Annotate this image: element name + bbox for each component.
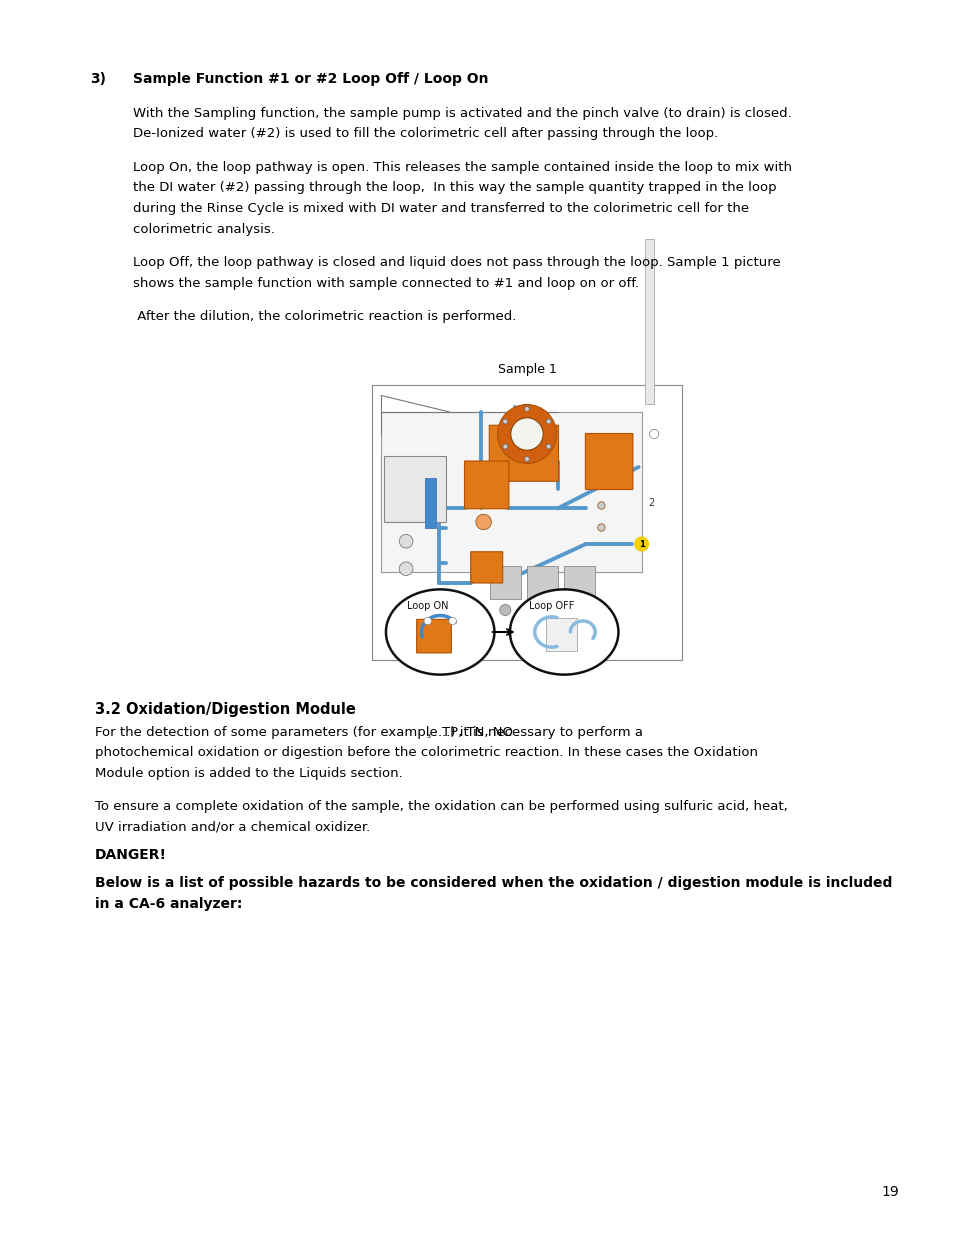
Text: ₃: ₃ <box>426 730 430 740</box>
Text: Sample Function #1 or #2 Loop Off / Loop On: Sample Function #1 or #2 Loop Off / Loop… <box>132 72 488 86</box>
Text: 19: 19 <box>881 1186 898 1199</box>
Text: De-Ionized water (#2) is used to fill the colorimetric cell after passing throug: De-Ionized water (#2) is used to fill th… <box>132 127 718 141</box>
Circle shape <box>574 604 585 615</box>
Circle shape <box>399 535 413 548</box>
Text: For the detection of some parameters (for example TP, TN, NO: For the detection of some parameters (fo… <box>95 725 513 739</box>
Circle shape <box>399 562 413 576</box>
FancyBboxPatch shape <box>563 566 595 599</box>
Text: With the Sampling function, the sample pump is activated and the pinch valve (to: With the Sampling function, the sample p… <box>132 107 791 120</box>
Text: 2: 2 <box>647 498 654 508</box>
Circle shape <box>634 537 648 551</box>
FancyBboxPatch shape <box>384 456 446 522</box>
Circle shape <box>649 430 659 438</box>
FancyBboxPatch shape <box>489 566 520 599</box>
Circle shape <box>546 445 551 450</box>
Circle shape <box>510 417 542 451</box>
Text: 3.2 Oxidation/Digestion Module: 3.2 Oxidation/Digestion Module <box>95 701 355 716</box>
Circle shape <box>524 406 529 411</box>
Text: Loop On, the loop pathway is open. This releases the sample contained inside the: Loop On, the loop pathway is open. This … <box>132 161 791 174</box>
Text: shows the sample function with sample connected to #1 and loop on or off.: shows the sample function with sample co… <box>132 277 639 289</box>
Text: Loop OFF: Loop OFF <box>529 601 574 611</box>
Circle shape <box>424 618 431 625</box>
FancyBboxPatch shape <box>464 461 508 509</box>
Text: After the dilution, the colorimetric reaction is performed.: After the dilution, the colorimetric rea… <box>132 310 516 324</box>
FancyBboxPatch shape <box>585 433 632 489</box>
FancyBboxPatch shape <box>489 425 558 482</box>
FancyBboxPatch shape <box>470 552 502 583</box>
Circle shape <box>497 405 556 463</box>
Text: ...) it is necessary to perform a: ...) it is necessary to perform a <box>437 725 642 739</box>
Text: 3): 3) <box>90 72 106 86</box>
Text: Sample 1: Sample 1 <box>497 363 556 375</box>
Text: colorimetric analysis.: colorimetric analysis. <box>132 222 274 236</box>
Circle shape <box>597 501 604 509</box>
Circle shape <box>449 618 456 625</box>
Ellipse shape <box>510 589 618 674</box>
Circle shape <box>537 604 548 615</box>
Text: Loop Off, the loop pathway is closed and liquid does not pass through the loop. : Loop Off, the loop pathway is closed and… <box>132 256 780 269</box>
Circle shape <box>546 419 551 424</box>
Circle shape <box>476 514 491 530</box>
Bar <box>372 384 681 659</box>
Circle shape <box>502 419 507 424</box>
Circle shape <box>499 604 511 615</box>
Text: in a CA-6 analyzer:: in a CA-6 analyzer: <box>95 897 242 910</box>
Circle shape <box>524 457 529 462</box>
Circle shape <box>502 445 507 450</box>
Bar <box>644 238 654 404</box>
Bar <box>381 412 641 572</box>
Text: Module option is added to the Liquids section.: Module option is added to the Liquids se… <box>95 767 402 779</box>
FancyBboxPatch shape <box>416 619 451 653</box>
Bar <box>424 478 436 527</box>
Text: during the Rinse Cycle is mixed with DI water and transferred to the colorimetri: during the Rinse Cycle is mixed with DI … <box>132 203 748 215</box>
Text: To ensure a complete oxidation of the sample, the oxidation can be performed usi: To ensure a complete oxidation of the sa… <box>95 800 787 813</box>
Circle shape <box>597 524 604 531</box>
FancyBboxPatch shape <box>545 619 576 651</box>
Text: Loop ON: Loop ON <box>407 601 448 611</box>
Text: UV irradiation and/or a chemical oxidizer.: UV irradiation and/or a chemical oxidize… <box>95 820 370 834</box>
FancyBboxPatch shape <box>526 566 558 599</box>
Text: Below is a list of possible hazards to be considered when the oxidation / digest: Below is a list of possible hazards to b… <box>95 876 891 890</box>
Text: DANGER!: DANGER! <box>95 847 167 862</box>
Text: the DI water (#2) passing through the loop,  In this way the sample quantity tra: the DI water (#2) passing through the lo… <box>132 182 776 194</box>
Text: photochemical oxidation or digestion before the colorimetric reaction. In these : photochemical oxidation or digestion bef… <box>95 746 758 760</box>
Text: 1: 1 <box>639 540 644 548</box>
Ellipse shape <box>386 589 494 674</box>
